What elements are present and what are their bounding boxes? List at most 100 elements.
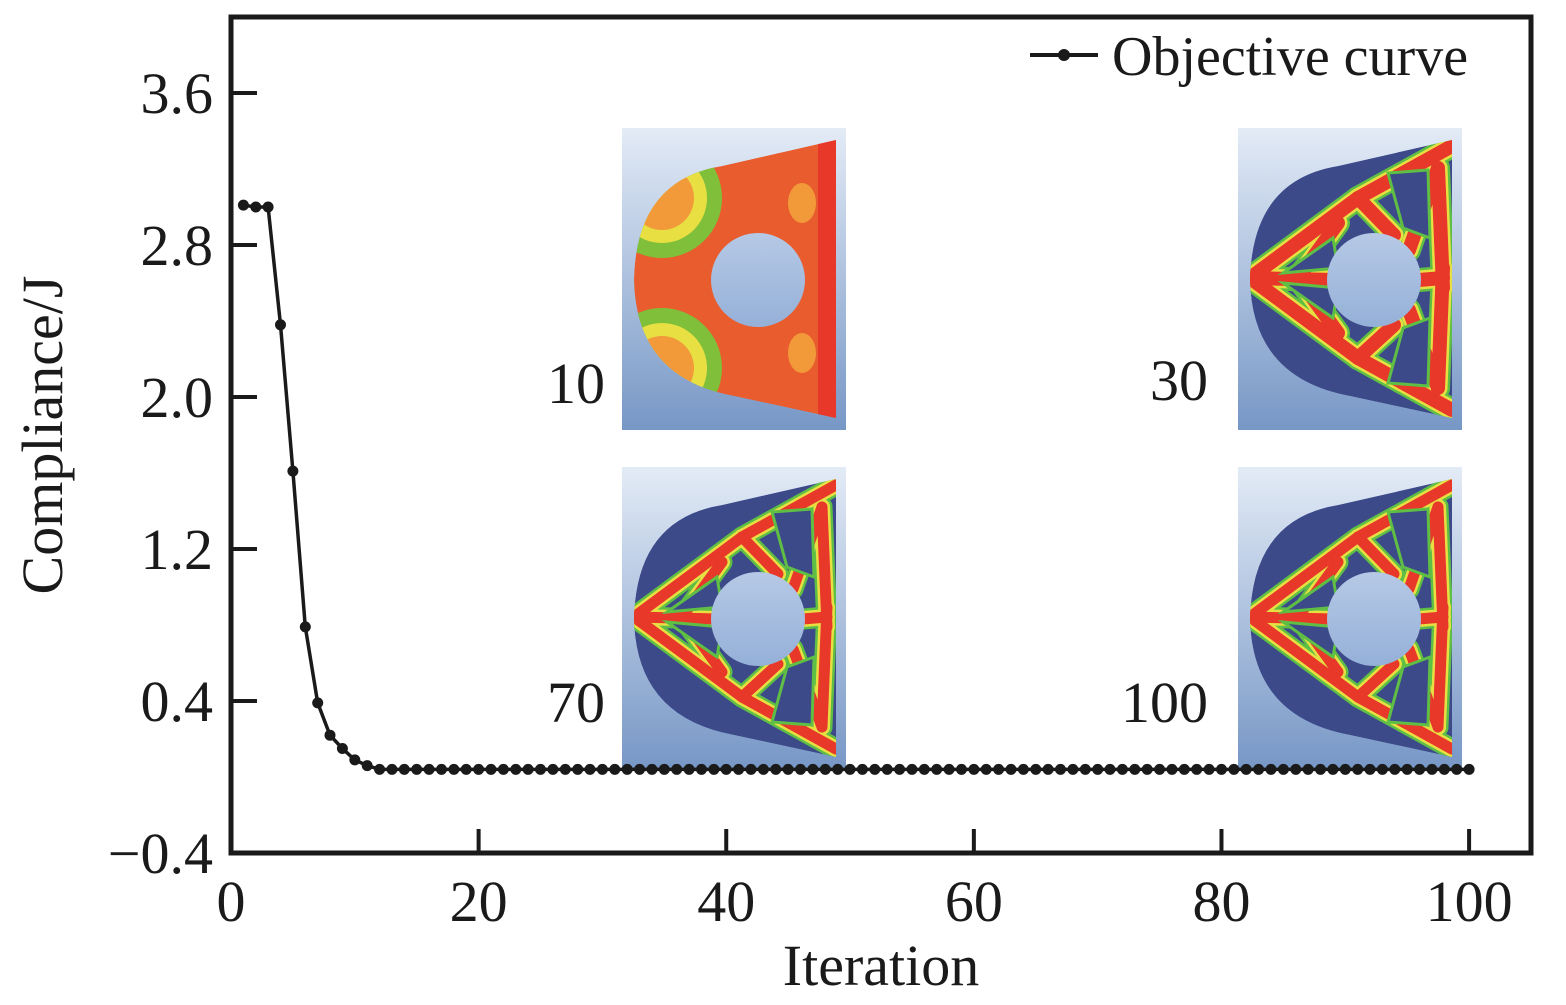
data-point xyxy=(1376,763,1388,775)
data-point xyxy=(1067,763,1079,775)
y-tick-label: −0.4 xyxy=(108,821,213,886)
inset-10: 10 xyxy=(547,128,846,430)
truss-member xyxy=(1412,271,1450,287)
legend: Objective curve xyxy=(1030,26,1468,88)
void-region xyxy=(1386,168,1432,241)
data-point xyxy=(324,729,336,741)
data-point xyxy=(448,763,460,775)
data-point xyxy=(1104,763,1116,775)
data-point xyxy=(1426,763,1438,775)
inset-30: 30 xyxy=(1150,128,1462,430)
data-point xyxy=(1030,763,1042,775)
x-tick-label: 100 xyxy=(1426,869,1513,934)
plot-frame xyxy=(228,14,1534,856)
data-point xyxy=(349,754,361,766)
data-point xyxy=(1451,763,1463,775)
truss-member xyxy=(1250,611,1340,625)
data-point xyxy=(856,763,868,775)
data-point xyxy=(1302,763,1314,775)
x-tick-label: 80 xyxy=(1192,869,1250,934)
data-point xyxy=(621,763,633,775)
data-point xyxy=(720,763,732,775)
data-point xyxy=(832,763,844,775)
inset-70: 70 xyxy=(547,467,846,769)
data-point xyxy=(869,763,881,775)
inset-hole xyxy=(1327,233,1421,327)
inset-label: 10 xyxy=(547,351,605,416)
data-point xyxy=(696,763,707,775)
y-tick-label: 3.6 xyxy=(141,61,214,126)
data-point xyxy=(1339,763,1351,775)
x-axis-label: Iteration xyxy=(783,933,979,998)
data-point xyxy=(1203,763,1215,775)
data-point xyxy=(535,763,546,775)
data-point xyxy=(1265,763,1277,775)
inset-label: 30 xyxy=(1150,348,1208,413)
data-point xyxy=(436,763,447,775)
data-point xyxy=(980,763,992,775)
data-point xyxy=(460,763,472,775)
truss-member xyxy=(1413,611,1449,625)
data-point xyxy=(250,201,262,213)
data-point xyxy=(1141,763,1153,775)
y-tick-label: 2.8 xyxy=(141,213,214,278)
data-point xyxy=(522,763,534,775)
series-line xyxy=(243,203,1470,772)
data-point xyxy=(1042,763,1054,775)
data-point xyxy=(398,763,410,775)
data-point xyxy=(572,763,584,775)
data-point xyxy=(807,763,819,775)
data-point xyxy=(1438,763,1450,775)
data-point xyxy=(795,763,806,775)
data-point xyxy=(1364,763,1376,775)
data-point xyxy=(473,763,485,775)
data-point xyxy=(1352,763,1364,775)
data-point xyxy=(262,201,274,213)
inset-hole xyxy=(711,233,805,327)
truss-member xyxy=(1352,531,1400,580)
data-point xyxy=(386,763,398,775)
x-tick-label: 40 xyxy=(697,869,755,934)
data-point xyxy=(646,763,658,775)
inset-label: 100 xyxy=(1121,670,1208,735)
truss-member xyxy=(1250,531,1364,623)
data-point xyxy=(1079,763,1091,775)
data-point xyxy=(1178,763,1190,775)
void-region xyxy=(770,654,816,727)
truss-member xyxy=(797,611,833,625)
data-point xyxy=(287,465,299,477)
data-point xyxy=(299,621,311,633)
data-point xyxy=(1414,763,1426,775)
data-point xyxy=(1116,763,1128,775)
x-tick-label: 20 xyxy=(450,869,508,934)
truss-member xyxy=(1351,318,1401,365)
truss-member xyxy=(1351,191,1401,242)
data-point xyxy=(1401,763,1413,775)
void-region xyxy=(1386,315,1432,388)
data-point xyxy=(634,763,646,775)
inset-hole xyxy=(711,572,805,666)
data-point xyxy=(1154,763,1166,775)
data-point xyxy=(1129,763,1141,775)
data-point xyxy=(733,763,745,775)
data-point xyxy=(1092,763,1104,775)
data-point xyxy=(559,763,571,775)
void-region xyxy=(770,507,816,580)
stress-contour xyxy=(788,183,816,223)
truss-member xyxy=(1431,261,1450,395)
data-point xyxy=(782,763,794,775)
legend-label: Objective curve xyxy=(1112,26,1468,88)
truss-member xyxy=(736,531,784,580)
data-point xyxy=(1290,763,1302,775)
stress-contour xyxy=(818,140,836,418)
data-point xyxy=(918,763,930,775)
data-point xyxy=(237,199,249,211)
data-point xyxy=(423,763,435,775)
data-point xyxy=(275,319,286,331)
data-point xyxy=(819,763,831,775)
data-point xyxy=(993,763,1005,775)
data-point xyxy=(894,763,906,775)
truss-member xyxy=(736,658,784,703)
data-point xyxy=(312,697,324,709)
truss-member xyxy=(1432,601,1449,733)
